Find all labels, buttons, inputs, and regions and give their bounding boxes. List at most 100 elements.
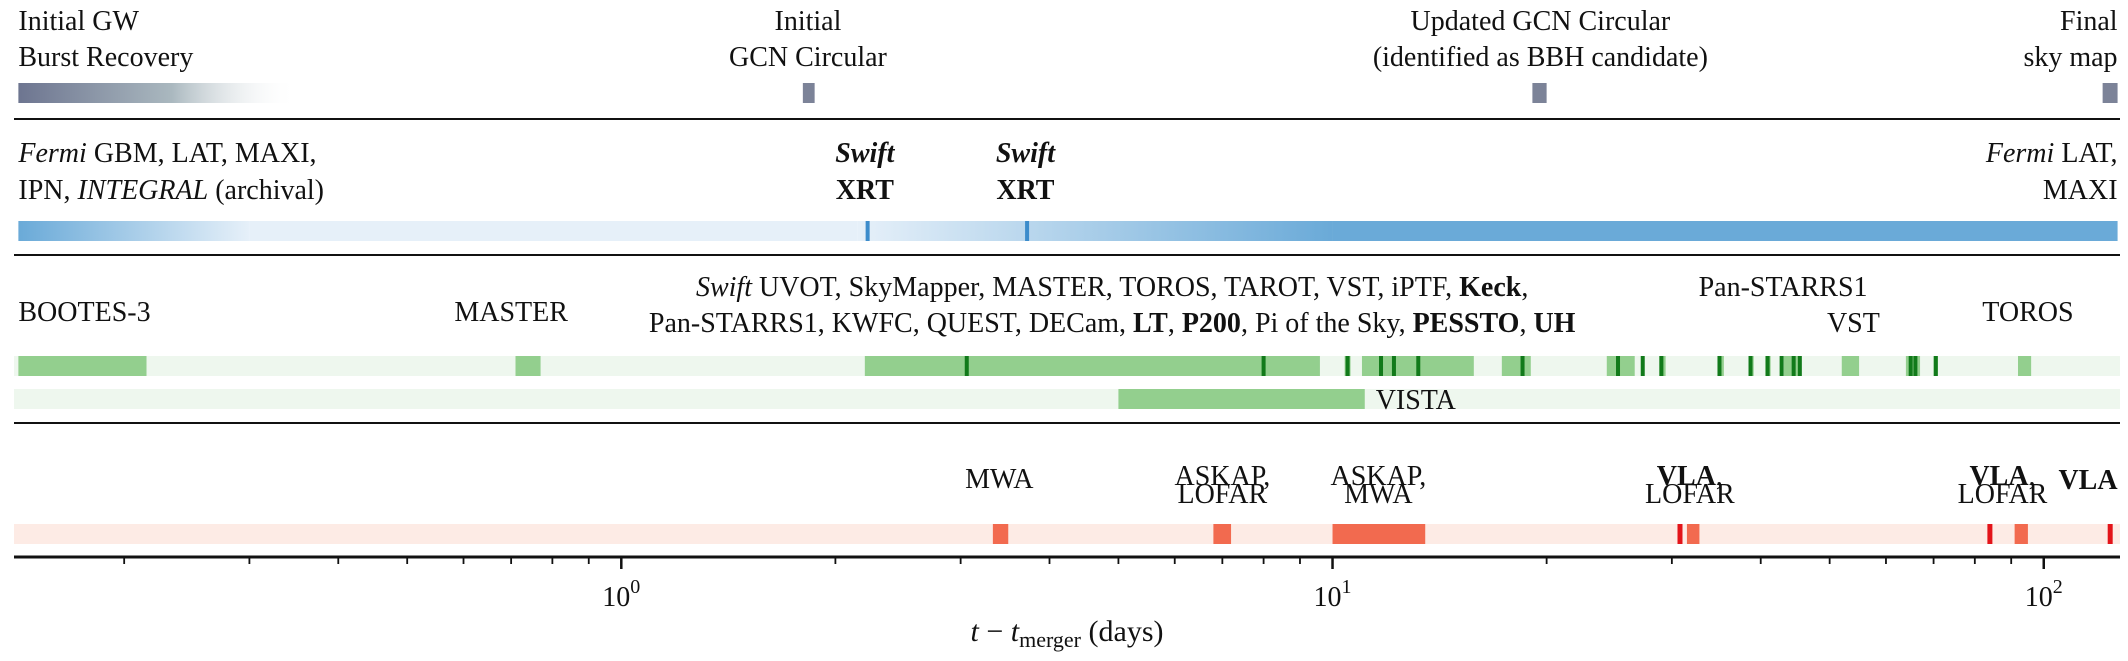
vista-row: VISTA xyxy=(14,385,2120,416)
row-label-text: MWA xyxy=(1344,479,1413,510)
row-label-text: Swift xyxy=(835,138,895,169)
gamma-xray-bar xyxy=(1332,221,2118,241)
row-label-text: Burst Recovery xyxy=(18,42,193,73)
observation-mark xyxy=(1913,356,1918,376)
track-background xyxy=(14,389,2120,409)
row-label-text: Final xyxy=(2060,6,2118,37)
row-label-text: P200 xyxy=(1182,308,1241,339)
observation-mark xyxy=(964,356,969,376)
optical-bar xyxy=(1606,356,1635,376)
optical-bar xyxy=(1905,356,1921,376)
row-label-text: LOFAR xyxy=(1645,479,1735,510)
row-label: Updated GCN Circular (identified as BBH c… xyxy=(1373,6,1708,73)
row-label-text: , xyxy=(1521,272,1528,303)
x-axis-label-part: (days) xyxy=(1081,615,1163,648)
x-axis-label-part: t xyxy=(1011,615,1020,648)
row-separators xyxy=(14,118,2120,424)
row-label-text: VLA xyxy=(1969,461,2029,492)
row-label-text: LAT, xyxy=(2054,138,2117,169)
row-label-text: Initial GW xyxy=(18,6,139,37)
optical-bar xyxy=(18,356,147,376)
row-label: VLA, LOFAR xyxy=(1958,461,2048,510)
observation-mark xyxy=(1416,356,1421,376)
row-label-text: Keck xyxy=(1459,272,1522,303)
radio-bar xyxy=(1213,524,1232,544)
x-axis: 100 101 102 xyxy=(14,555,2120,613)
track-background xyxy=(14,524,2120,544)
row-label-text: XRT xyxy=(996,175,1054,206)
optical-bar xyxy=(864,356,1320,376)
row-label-text: Fermi xyxy=(1985,138,2054,169)
row-label: VLA xyxy=(2058,465,2118,496)
row-label-text: TOROS xyxy=(1982,297,2073,328)
row-label-text: MWA xyxy=(965,464,1034,495)
radio-bar xyxy=(2014,524,2028,544)
row-label-text: VST xyxy=(1827,308,1880,339)
x-axis-label-part: t xyxy=(971,615,980,648)
row-label-text: (identified as BBH candidate) xyxy=(1373,42,1708,73)
observation-mark xyxy=(1345,356,1350,376)
gcn-notice-block xyxy=(802,83,815,103)
row-label: Final sky map xyxy=(2023,6,2117,73)
observation-mark xyxy=(1520,356,1525,376)
gamma-xray-bar xyxy=(249,221,858,241)
gcn-notice-block xyxy=(2102,83,2118,103)
tick-base: 10 xyxy=(2025,582,2053,613)
x-axis-label-part: − xyxy=(979,615,1011,648)
row-label: Pan-STARRS1 xyxy=(1699,272,1868,303)
row-label-text: GBM, LAT, MAXI, xyxy=(87,138,317,169)
row-label-text: ASKAP, xyxy=(1331,461,1427,492)
x-tick-label: 101 xyxy=(1314,576,1352,613)
row-label-text: MAXI xyxy=(2043,175,2118,206)
observation-mark xyxy=(1791,356,1796,376)
row-label-text: Swift xyxy=(996,138,1056,169)
gamma-xray-bar xyxy=(18,221,250,241)
row-label-text: ASKAP, xyxy=(1175,461,1271,492)
observation-mark xyxy=(1908,356,1913,376)
x-axis-label-part: merger xyxy=(1019,627,1082,652)
observation-mark xyxy=(1933,356,1938,376)
row-label-text: MASTER xyxy=(454,297,568,328)
row-label-text: INTEGRAL xyxy=(77,175,209,206)
row-label: Swift UVOT, SkyMapper, MASTER, TOROS, TA… xyxy=(649,272,1576,339)
row-label-text: VLA xyxy=(1657,461,1717,492)
row-label-text: UVOT, SkyMapper, MASTER, TOROS, TAROT, V… xyxy=(752,272,1459,303)
optical-bar xyxy=(2017,356,2032,376)
row-label-text: XRT xyxy=(836,175,894,206)
observation-mark xyxy=(1379,356,1384,376)
row-label-text: Swift xyxy=(696,272,753,303)
optical-bar xyxy=(1841,356,1860,376)
row-label-text: Pan-STARRS1, KWFC, QUEST, DECam, xyxy=(649,308,1133,339)
tick-base: 10 xyxy=(1314,582,1342,613)
observation-mark xyxy=(1025,221,1030,241)
row-label-text: IPN, xyxy=(18,175,77,206)
row-label-text: Updated GCN Circular xyxy=(1411,6,1671,37)
x-tick-label: 100 xyxy=(602,576,640,613)
observation-mark xyxy=(1677,524,1683,544)
row-label: BOOTES-3 xyxy=(18,297,150,328)
radio-bar xyxy=(1686,524,1700,544)
row-label-text: , xyxy=(1519,308,1533,339)
row-label-text: VISTA xyxy=(1376,385,1457,416)
gamma-xray-bar xyxy=(857,221,1333,241)
optical-bar xyxy=(515,356,541,376)
row-label: ASKAP, LOFAR xyxy=(1175,461,1271,510)
observation-mark xyxy=(1717,356,1722,376)
tick-exponent: 2 xyxy=(2053,576,2063,598)
observation-mark xyxy=(1391,356,1396,376)
observation-mark xyxy=(865,221,870,241)
tick-exponent: 1 xyxy=(1342,576,1352,598)
row-label-text: LOFAR xyxy=(1177,479,1267,510)
row-label-text: , xyxy=(2029,461,2036,492)
observation-mark xyxy=(1659,356,1664,376)
row-label: VISTA xyxy=(1376,385,1457,416)
row-label-text: (archival) xyxy=(208,175,324,206)
row-label-text: UH xyxy=(1533,308,1575,339)
observation-mark xyxy=(1616,356,1621,376)
row-label: TOROS xyxy=(1982,297,2073,328)
observation-mark xyxy=(1748,356,1753,376)
row-label: VST xyxy=(1827,308,1880,339)
row-label-text: Fermi xyxy=(17,138,86,169)
row-label-text: sky map xyxy=(2023,42,2117,73)
